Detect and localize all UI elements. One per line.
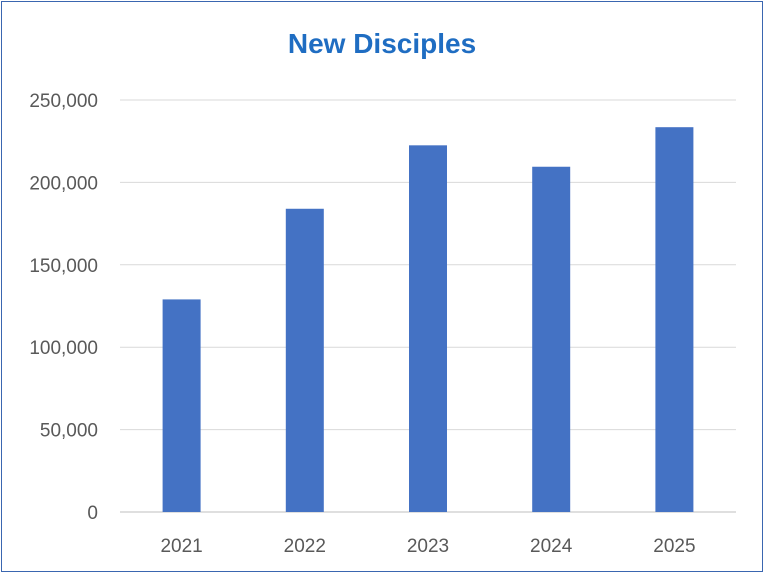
x-tick-label: 2023 — [407, 536, 449, 557]
x-tick-label: 2021 — [160, 536, 202, 557]
x-tick-label: 2022 — [284, 536, 326, 557]
x-tick-label: 2025 — [653, 536, 695, 557]
y-tick-label: 0 — [87, 503, 98, 524]
bar-2024 — [532, 166, 571, 512]
chart-title: New Disciples — [287, 28, 477, 59]
y-tick-label: 250,000 — [29, 91, 98, 112]
bar-2022 — [285, 208, 324, 512]
bar-2023 — [409, 145, 447, 512]
bar-2021 — [162, 299, 201, 512]
y-tick-label: 50,000 — [40, 421, 98, 442]
x-tick-label: 2024 — [530, 536, 573, 557]
y-tick-label: 100,000 — [29, 338, 98, 359]
y-tick-label: 200,000 — [29, 173, 98, 194]
y-tick-label: 150,000 — [29, 256, 98, 277]
bar-2025 — [655, 127, 694, 512]
